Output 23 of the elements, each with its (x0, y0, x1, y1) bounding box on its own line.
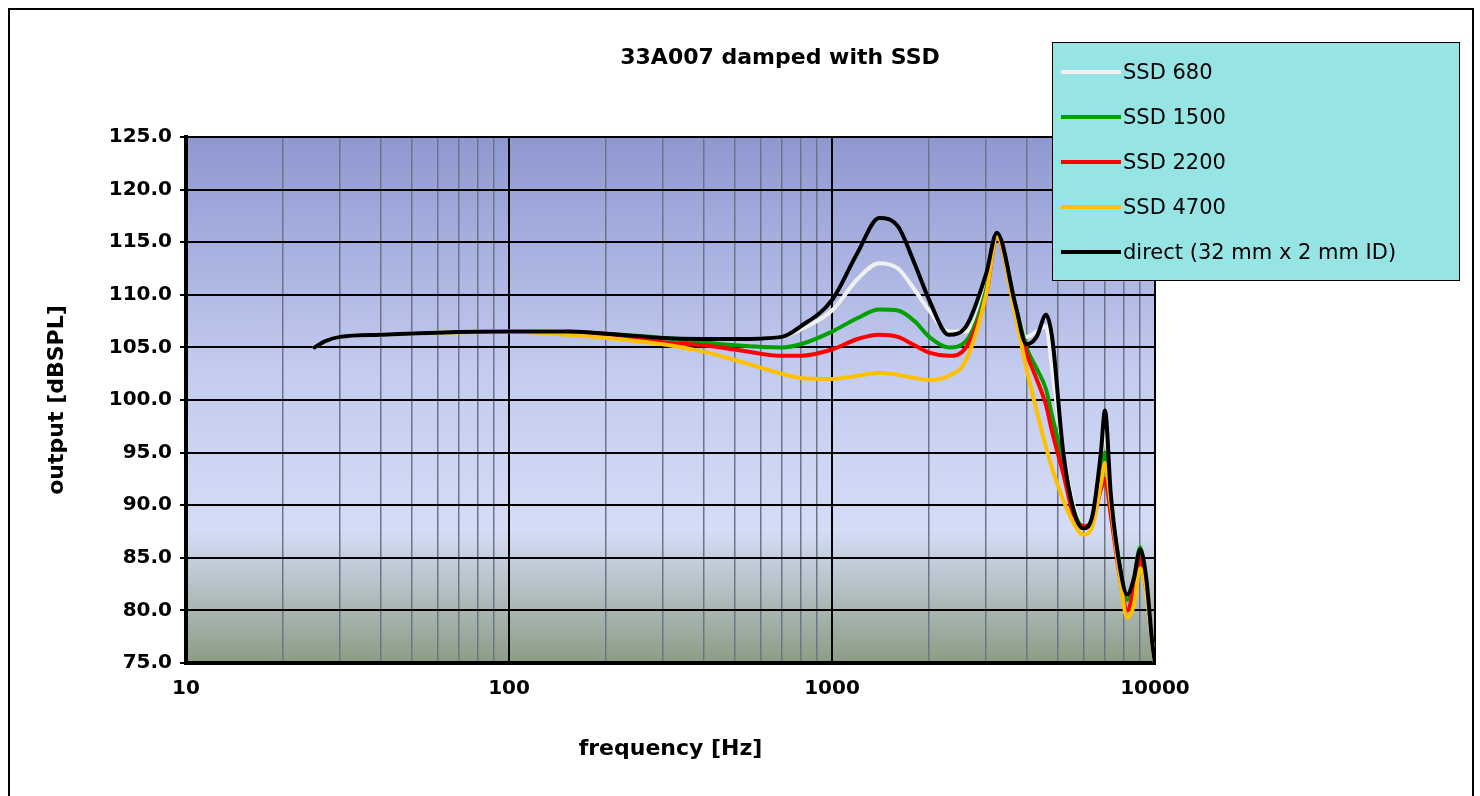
y-tick-label: 95.0 (122, 438, 172, 463)
y-tick-label: 80.0 (122, 596, 172, 621)
x-tick-label: 100 (488, 675, 530, 700)
x-tick-label: 10000 (1120, 675, 1190, 700)
y-axis-title: output [dBSPL] (42, 305, 68, 495)
chart-title: 33A007 damped with SSD (619, 44, 941, 69)
legend-label: SSD 680 (1123, 59, 1213, 84)
x-tick-label: 1000 (804, 675, 860, 700)
y-tick-label: 120.0 (108, 175, 172, 200)
y-tick-label: 90.0 (122, 491, 172, 516)
y-tick-label: 75.0 (122, 649, 172, 674)
y-tick-label: 125.0 (108, 123, 172, 148)
legend-label: SSD 4700 (1123, 194, 1226, 219)
x-axis-title: frequency [Hz] (578, 734, 763, 760)
x-tick-label: 10 (172, 675, 200, 700)
legend-label: direct (32 mm x 2 mm ID) (1123, 239, 1397, 264)
y-tick-label: 100.0 (108, 386, 172, 411)
y-tick-label: 105.0 (108, 333, 172, 358)
y-tick-label: 85.0 (122, 544, 172, 568)
legend-label: SSD 2200 (1123, 149, 1226, 174)
y-tick-label: 115.0 (108, 228, 172, 253)
legend-label: SSD 1500 (1123, 104, 1226, 129)
y-tick-label: 110.0 (108, 281, 172, 305)
